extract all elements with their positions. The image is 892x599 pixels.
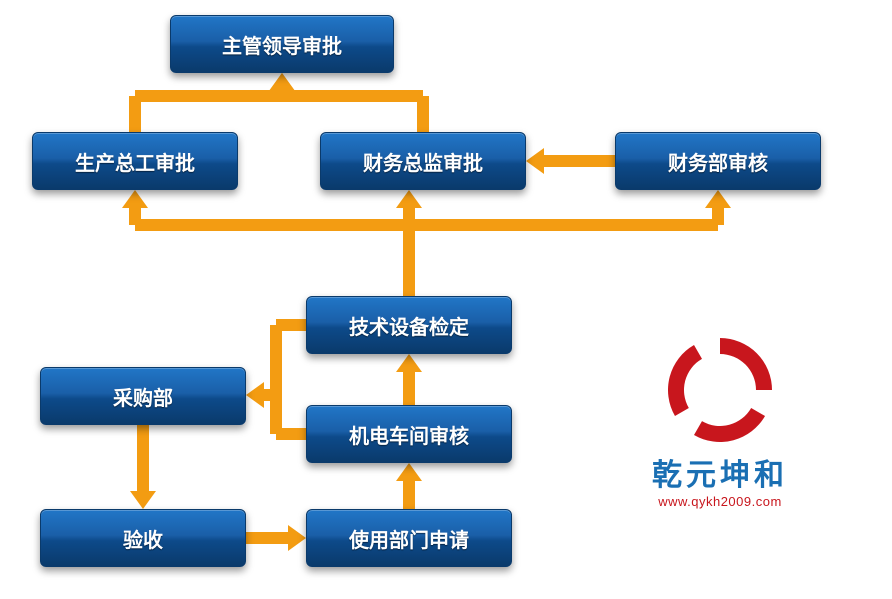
node-label: 机电车间审核 [349,420,469,449]
node-purchase: 采购部 [40,367,246,425]
node-tech: 技术设备检定 [306,296,512,354]
node-label: 财务总监审批 [363,147,483,176]
node-label: 财务部审核 [668,147,768,176]
node-accept: 验收 [40,509,246,567]
node-leader: 主管领导审批 [170,15,394,73]
node-label: 采购部 [113,382,173,411]
company-logo: 乾元坤和 www.qykh2009.com [652,330,788,509]
node-finance: 财务部审核 [615,132,821,190]
node-prod: 生产总工审批 [32,132,238,190]
logo-url: www.qykh2009.com [658,494,782,509]
node-label: 技术设备检定 [349,311,469,340]
node-mech: 机电车间审核 [306,405,512,463]
node-apply: 使用部门申请 [306,509,512,567]
node-cfo: 财务总监审批 [320,132,526,190]
logo-text: 乾元坤和 [652,450,788,494]
swirl-icon [660,330,780,450]
node-label: 生产总工审批 [75,147,195,176]
node-label: 使用部门申请 [349,524,469,553]
node-label: 主管领导审批 [222,30,342,59]
node-label: 验收 [123,524,163,553]
